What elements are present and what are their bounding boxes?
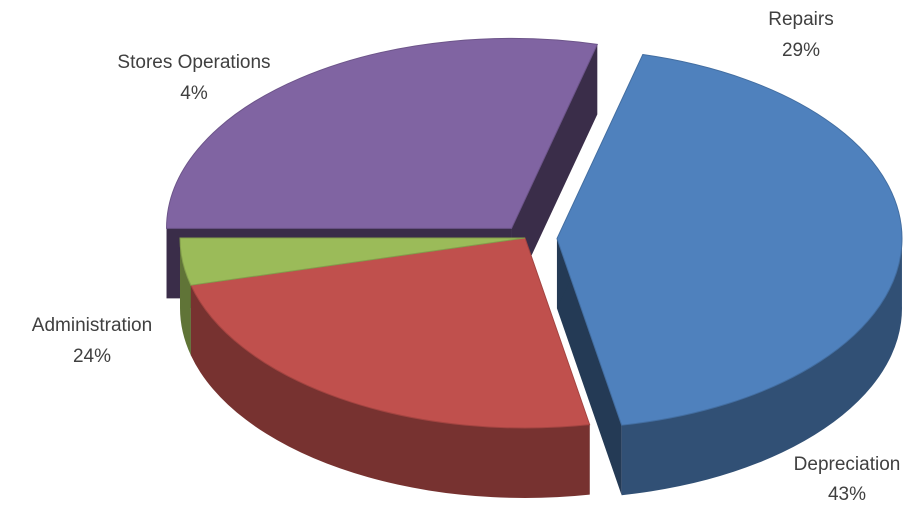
- slice-depreciation: [556, 53, 903, 426]
- slice-label-repairs: Repairs 29%: [768, 9, 833, 61]
- slice-cut-depreciation-1: [556, 238, 622, 496]
- slice-repairs: [166, 37, 599, 229]
- slice-side-administration: [190, 285, 590, 499]
- label-administration-name: Administration: [32, 315, 152, 336]
- slice-label-depreciation: Depreciation 43%: [794, 454, 901, 505]
- label-repairs-name: Repairs: [768, 9, 833, 30]
- label-depreciation-name: Depreciation: [794, 454, 901, 475]
- slice-side-depreciation: [621, 235, 902, 496]
- slice-side-stores-operations: [180, 238, 191, 356]
- label-stores-operations-name: Stores Operations: [117, 52, 270, 73]
- slice-administration: [190, 237, 591, 429]
- slice-label-stores-operations: Stores Operations 4%: [117, 52, 270, 104]
- slice-stores-operations: [179, 237, 526, 286]
- slice-cut-repairs-1: [511, 44, 598, 299]
- label-repairs-percent: 29%: [782, 40, 820, 61]
- label-depreciation-percent: 43%: [828, 484, 866, 505]
- slice-label-administration: Administration 24%: [32, 315, 152, 367]
- label-administration-percent: 24%: [73, 346, 111, 367]
- label-stores-operations-percent: 4%: [180, 83, 208, 104]
